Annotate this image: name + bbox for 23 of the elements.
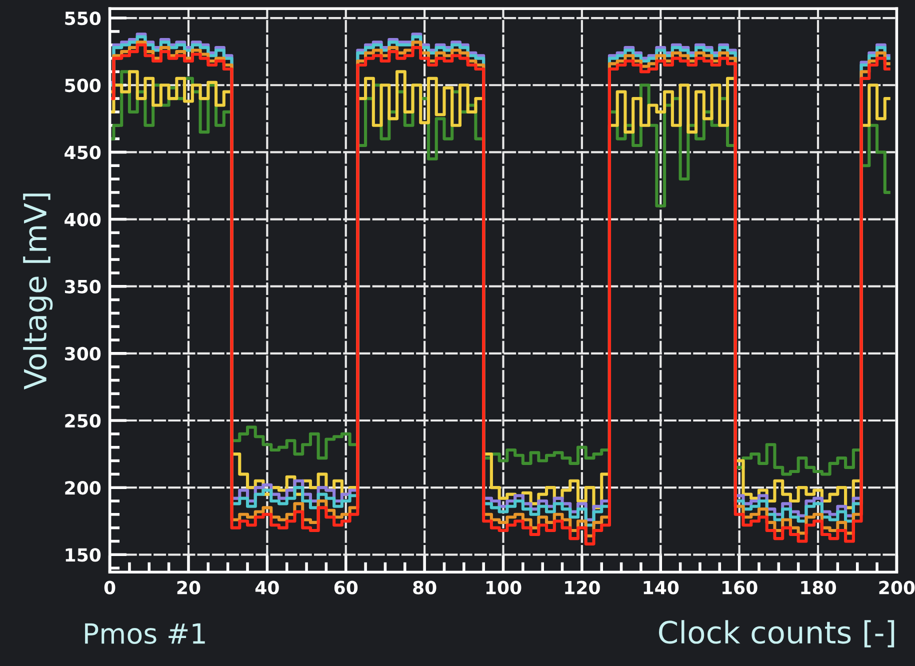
x-tick-label: 0 (104, 580, 116, 594)
x-tick-label: 200 (879, 580, 915, 594)
y-tick-label: 150 (66, 548, 101, 562)
y-tick-label: 350 (64, 280, 101, 294)
y-tick-label: 500 (65, 78, 101, 92)
x-tick-label: 100 (486, 580, 522, 594)
text: Pmos #1 (85, 623, 205, 644)
x-tick-label: 120 (565, 580, 600, 594)
x-tick-label: 40 (255, 580, 279, 594)
y-tick-label: 250 (65, 414, 101, 428)
x-axis-title: Clock counts [-] (658, 620, 894, 648)
y-tick-label: 450 (64, 146, 101, 160)
x-tick-label: 180 (801, 580, 836, 594)
x-tick-label: 20 (177, 580, 200, 594)
y-tick-label: 400 (64, 212, 101, 226)
x-tick-label: 80 (413, 580, 436, 594)
y-tick-label: 200 (65, 481, 101, 495)
y-tick-label: 550 (65, 12, 101, 26)
y-axis-title: Voltage [mV] (23, 194, 53, 390)
x-tick-label: 140 (644, 580, 679, 594)
y-tick-label: 300 (64, 346, 101, 361)
x-tick-label: 60 (334, 580, 358, 594)
x-tick-label: 160 (722, 580, 758, 594)
